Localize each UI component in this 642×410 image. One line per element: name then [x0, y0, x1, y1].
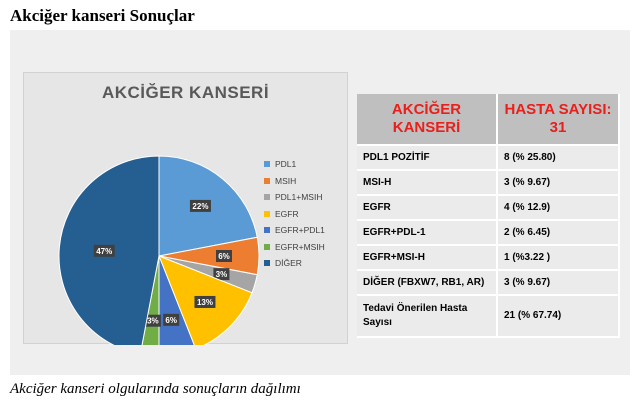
pie-data-label: 3%: [213, 268, 230, 281]
table-row: PDL1 POZİTİF 8 (% 25.80): [357, 145, 620, 171]
table-cell-count: 2 (% 6.45): [497, 220, 620, 246]
table-cell-count: 21 (% 67.74): [497, 295, 620, 338]
pie-chart-panel: AKCİĞER KANSERİ 22% 6% 3% 13% 6% 3% 47% PDL1 MS…: [23, 72, 348, 345]
svg-text:6%: 6%: [218, 252, 230, 261]
svg-text:47%: 47%: [96, 247, 112, 256]
legend-item: EGFR: [264, 206, 325, 223]
chart-legend: PDL1 MSIH PDL1+MSIH EGFR EGFR+PDL1 EGFR+MSIH D…: [264, 156, 325, 272]
table-row: Tedavi Önerilen Hasta Sayısı 21 (% 67.74): [357, 295, 620, 338]
pie-data-label: 22%: [189, 199, 211, 212]
legend-label: PDL1: [275, 159, 297, 170]
results-table: AKCİĞER KANSERİ HASTA SAYISI: 31 PDL1 POZİ…: [357, 94, 620, 338]
legend-swatch: [264, 177, 270, 184]
header-cancer-type: AKCİĞER KANSERİ: [357, 94, 498, 146]
table-cell-category: MSI-H: [357, 170, 498, 196]
table-cell-count: 1 (%3.22 ): [497, 245, 620, 271]
svg-text:6%: 6%: [165, 316, 177, 325]
legend-label: EGFR+PDL1: [275, 225, 325, 236]
table-cell-count: 4 (% 12.9): [497, 195, 620, 221]
pie-data-label: 6%: [216, 250, 232, 262]
legend-swatch: [264, 210, 270, 217]
table-cell-count: 3 (% 9.67): [497, 270, 620, 296]
legend-swatch: [264, 227, 270, 234]
pie-data-label: 13%: [194, 295, 216, 308]
pie-chart: 22% 6% 3% 13% 6% 3% 47%: [58, 155, 260, 345]
legend-item: EGFR+MSIH: [264, 239, 325, 256]
legend-item: MSIH: [264, 173, 325, 190]
table-row: EGFR+MSI-H 1 (%3.22 ): [357, 245, 620, 271]
legend-item: PDL1+MSIH: [264, 189, 325, 206]
chart-title: AKCİĞER KANSERİ: [101, 83, 270, 102]
legend-item: EGFR+PDL1: [264, 222, 325, 239]
table-cell-count: 3 (% 9.67): [497, 170, 620, 196]
legend-label: EGFR+MSIH: [275, 241, 325, 252]
table-header-row: AKCİĞER KANSERİ HASTA SAYISI: 31: [357, 94, 620, 146]
table-cell-category: Tedavi Önerilen Hasta Sayısı: [357, 295, 498, 338]
table-cell-category: EGFR+PDL-1: [357, 220, 498, 246]
legend-swatch: [264, 260, 270, 267]
pie-data-label: 6%: [163, 313, 180, 326]
pie-data-label: 3%: [144, 314, 161, 327]
table-cell-category: DİĞER (FBXW7, RB1, AR): [357, 270, 498, 296]
header-patient-count: HASTA SAYISI: 31: [497, 94, 620, 146]
svg-text:3%: 3%: [147, 317, 159, 326]
legend-item: PDL1: [264, 156, 325, 173]
pie-data-label: 47%: [93, 244, 115, 257]
legend-label: PDL1+MSIH: [275, 192, 323, 203]
legend-swatch: [264, 243, 270, 250]
legend-item: DİĞER: [264, 255, 325, 272]
table-cell-category: EGFR: [357, 195, 498, 221]
table-cell-category: EGFR+MSI-H: [357, 245, 498, 271]
table-row: DİĞER (FBXW7, RB1, AR) 3 (% 9.67): [357, 270, 620, 296]
legend-label: EGFR: [275, 208, 299, 219]
table-cell-category: PDL1 POZİTİF: [357, 145, 498, 171]
legend-swatch: [264, 161, 270, 168]
table-cell-count: 8 (% 25.80): [497, 145, 620, 171]
page-title: Akciğer kanseri Sonuçlar: [10, 6, 195, 25]
legend-swatch: [264, 194, 270, 201]
table-row: EGFR 4 (% 12.9): [357, 195, 620, 221]
legend-label: MSIH: [275, 175, 297, 186]
table-row: MSI-H 3 (% 9.67): [357, 170, 620, 196]
svg-text:22%: 22%: [192, 202, 208, 211]
svg-text:3%: 3%: [216, 270, 228, 279]
svg-text:13%: 13%: [197, 298, 213, 307]
figure-caption: Akciğer kanseri olgularında sonuçların d…: [10, 381, 301, 397]
table-row: EGFR+PDL-1 2 (% 6.45): [357, 220, 620, 246]
legend-label: DİĞER: [275, 258, 302, 269]
